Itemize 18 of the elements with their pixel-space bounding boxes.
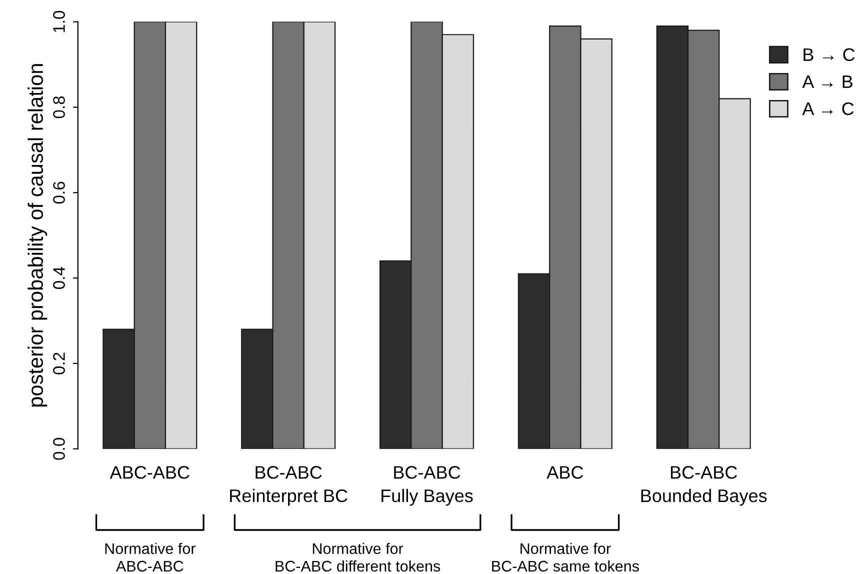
x-tick-label: BC-ABC Reinterpret BC: [230, 466, 348, 506]
y-tick-label: 0.8: [53, 96, 65, 118]
y-tick-label: 0.4: [53, 266, 65, 289]
text: Normative for ABC-ABC: [105, 542, 196, 572]
x-tick-label: ABC: [546, 466, 584, 479]
y-tick-label: 0.2: [53, 352, 65, 374]
y-tick-label: 1.0: [53, 10, 65, 32]
y-tick-label: 0.6: [53, 182, 65, 204]
text: Normative for BC-ABC different tokens: [276, 542, 440, 572]
x-tick-label: BC-ABC Bounded Bayes: [641, 466, 767, 506]
text: Normative for BC-ABC same tokens: [492, 542, 639, 572]
x-tick-label: ABC-ABC: [110, 466, 190, 479]
legend-label: A → C: [802, 102, 854, 116]
y-tick-label: 0.0: [53, 438, 65, 460]
legend-label: A → B: [802, 75, 852, 88]
x-tick-label: BC-ABC Fully Bayes: [382, 466, 473, 506]
legend-label: B → C: [804, 48, 855, 62]
y-axis-title: posterior probability of causal relation: [28, 64, 48, 407]
